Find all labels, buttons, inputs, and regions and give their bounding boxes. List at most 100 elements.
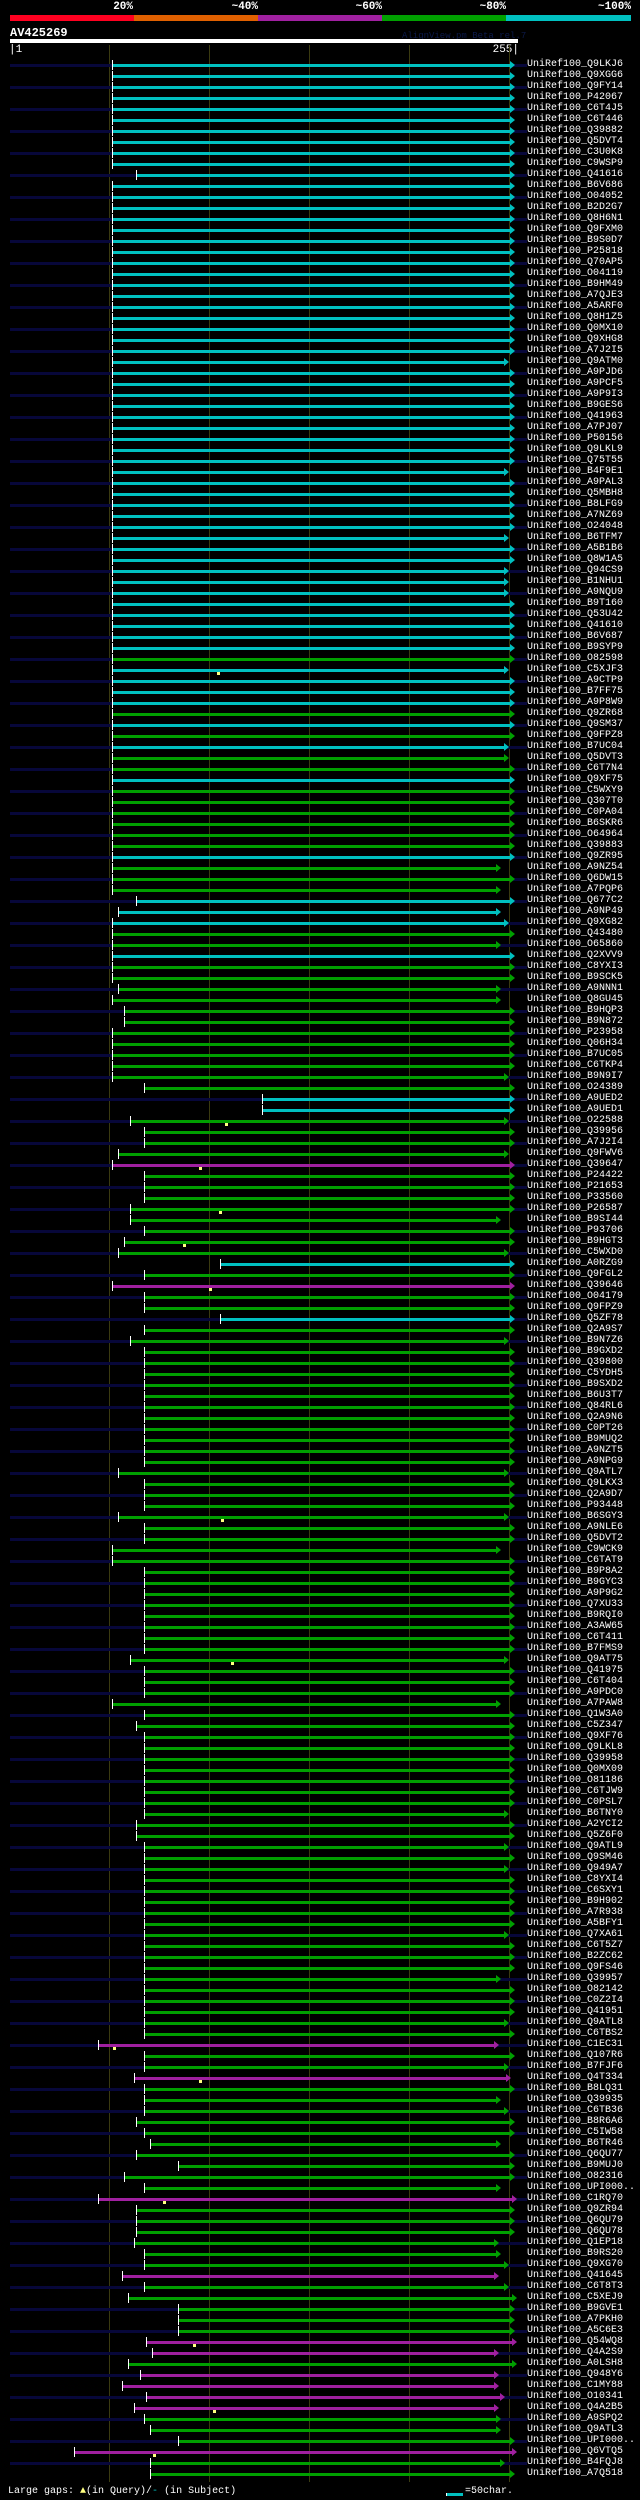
alignment-bar[interactable] bbox=[112, 746, 504, 749]
alignment-bar[interactable] bbox=[124, 1241, 510, 1244]
hit-row[interactable]: UniRef100_Q39883 bbox=[0, 840, 640, 852]
hit-label[interactable]: UniRef100_B9SCK5 bbox=[527, 972, 624, 983]
hit-label[interactable]: UniRef100_Q41610 bbox=[527, 620, 624, 631]
alignment-bar[interactable] bbox=[112, 152, 510, 155]
hit-label[interactable]: UniRef100_A9NPG9 bbox=[527, 1456, 624, 1467]
hit-label[interactable]: UniRef100_P26587 bbox=[527, 1203, 624, 1214]
alignment-bar[interactable] bbox=[112, 262, 510, 265]
hit-row[interactable]: UniRef100_Q9ZR94 bbox=[0, 2204, 640, 2216]
hit-label[interactable]: UniRef100_Q8H1Z5 bbox=[527, 312, 624, 323]
hit-label[interactable]: UniRef100_A9P8W9 bbox=[527, 697, 624, 708]
hit-row[interactable]: UniRef100_C6T411 bbox=[0, 1632, 640, 1644]
hit-row[interactable]: UniRef100_Q41645 bbox=[0, 2270, 640, 2282]
hit-label[interactable]: UniRef100_Q4A2B5 bbox=[527, 2402, 624, 2413]
hit-row[interactable]: UniRef100_A7QJE3 bbox=[0, 290, 640, 302]
hit-row[interactable]: UniRef100_O04052 bbox=[0, 191, 640, 203]
hit-row[interactable]: UniRef100_B9P8A2 bbox=[0, 1566, 640, 1578]
hit-label[interactable]: UniRef100_Q39935 bbox=[527, 2094, 624, 2105]
alignment-bar[interactable] bbox=[112, 944, 496, 947]
hit-label[interactable]: UniRef100_A9NZ54 bbox=[527, 862, 624, 873]
hit-row[interactable]: UniRef100_Q9XGG6 bbox=[0, 70, 640, 82]
alignment-bar[interactable] bbox=[178, 2330, 510, 2333]
hit-label[interactable]: UniRef100_Q9FWV6 bbox=[527, 1148, 624, 1159]
hit-row[interactable]: UniRef100_C5YDH5 bbox=[0, 1368, 640, 1380]
hit-row[interactable]: UniRef100_B9HQP3 bbox=[0, 1005, 640, 1017]
hit-row[interactable]: UniRef100_Q1EP18 bbox=[0, 2237, 640, 2249]
alignment-bar[interactable] bbox=[136, 1725, 510, 1728]
hit-row[interactable]: UniRef100_C6T5Z7 bbox=[0, 1940, 640, 1952]
hit-row[interactable]: UniRef100_Q9ZR68 bbox=[0, 708, 640, 720]
alignment-bar[interactable] bbox=[144, 1087, 510, 1090]
hit-label[interactable]: UniRef100_Q9LKJ6 bbox=[527, 59, 624, 70]
alignment-bar[interactable] bbox=[144, 1615, 510, 1618]
hit-label[interactable]: UniRef100_C3U0K8 bbox=[527, 147, 624, 158]
hit-label[interactable]: UniRef100_P23958 bbox=[527, 1027, 624, 1038]
hit-row[interactable]: UniRef100_Q0MX09 bbox=[0, 1764, 640, 1776]
alignment-bar[interactable] bbox=[122, 2275, 494, 2278]
hit-row[interactable]: UniRef100_P24422 bbox=[0, 1170, 640, 1182]
hit-row[interactable]: UniRef100_B2D2G7 bbox=[0, 202, 640, 214]
hit-row[interactable]: UniRef100_C9WCK9 bbox=[0, 1544, 640, 1556]
hit-label[interactable]: UniRef100_Q9XGG6 bbox=[527, 70, 624, 81]
hit-label[interactable]: UniRef100_Q9LKX3 bbox=[527, 1478, 624, 1489]
alignment-bar[interactable] bbox=[112, 757, 504, 760]
hit-label[interactable]: UniRef100_Q6QU79 bbox=[527, 2215, 624, 2226]
hit-row[interactable]: UniRef100_A5ARF0 bbox=[0, 301, 640, 313]
hit-row[interactable]: UniRef100_C6TB36 bbox=[0, 2105, 640, 2117]
hit-row[interactable]: UniRef100_B9N7Z6 bbox=[0, 1335, 640, 1347]
hit-label[interactable]: UniRef100_UPI000.. bbox=[527, 2435, 636, 2446]
hit-label[interactable]: UniRef100_C1RQ70 bbox=[527, 2193, 624, 2204]
alignment-bar[interactable] bbox=[144, 2011, 510, 2014]
alignment-bar[interactable] bbox=[178, 2308, 510, 2311]
hit-label[interactable]: UniRef100_Q5Z6F0 bbox=[527, 1830, 624, 1841]
hit-label[interactable]: UniRef100_C6T7N4 bbox=[527, 763, 624, 774]
alignment-bar[interactable] bbox=[144, 2099, 496, 2102]
alignment-bar[interactable] bbox=[144, 1890, 510, 1893]
alignment-bar[interactable] bbox=[144, 2033, 510, 2036]
hit-row[interactable]: UniRef100_UPI000.. bbox=[0, 2435, 640, 2447]
alignment-bar[interactable] bbox=[112, 130, 510, 133]
alignment-bar[interactable] bbox=[112, 273, 510, 276]
hit-label[interactable]: UniRef100_B9SXD2 bbox=[527, 1379, 624, 1390]
hit-row[interactable]: UniRef100_Q2A9D7 bbox=[0, 1489, 640, 1501]
hit-label[interactable]: UniRef100_O24048 bbox=[527, 521, 624, 532]
alignment-bar[interactable] bbox=[144, 1978, 496, 1981]
hit-row[interactable]: UniRef100_C6TAT9 bbox=[0, 1555, 640, 1567]
hit-label[interactable]: UniRef100_C6TAT9 bbox=[527, 1555, 624, 1566]
hit-label[interactable]: UniRef100_B9MUJ0 bbox=[527, 2160, 624, 2171]
hit-label[interactable]: UniRef100_Q9FY14 bbox=[527, 81, 624, 92]
alignment-bar[interactable] bbox=[112, 218, 510, 221]
hit-label[interactable]: UniRef100_B6TNY0 bbox=[527, 1808, 624, 1819]
hit-label[interactable]: UniRef100_A0RZG9 bbox=[527, 1258, 624, 1269]
hit-label[interactable]: UniRef100_Q9XF75 bbox=[527, 774, 624, 785]
hit-label[interactable]: UniRef100_Q9SM37 bbox=[527, 719, 624, 730]
hit-row[interactable]: UniRef100_Q9XF76 bbox=[0, 1731, 640, 1743]
alignment-bar[interactable] bbox=[118, 1252, 504, 1255]
hit-label[interactable]: UniRef100_C0Z2I4 bbox=[527, 1995, 624, 2006]
hit-row[interactable]: UniRef100_B9T160 bbox=[0, 598, 640, 610]
hit-label[interactable]: UniRef100_C6T446 bbox=[527, 114, 624, 125]
hit-label[interactable]: UniRef100_A9PJD6 bbox=[527, 367, 624, 378]
hit-row[interactable]: UniRef100_P26587 bbox=[0, 1203, 640, 1215]
hit-row[interactable]: UniRef100_B9RQI0 bbox=[0, 1610, 640, 1622]
hit-row[interactable]: UniRef100_Q2XVV9 bbox=[0, 950, 640, 962]
alignment-bar[interactable] bbox=[144, 2055, 510, 2058]
hit-label[interactable]: UniRef100_B7UC04 bbox=[527, 741, 624, 752]
hit-row[interactable]: UniRef100_Q9ATM0 bbox=[0, 356, 640, 368]
hit-row[interactable]: UniRef100_Q8H1Z5 bbox=[0, 312, 640, 324]
alignment-bar[interactable] bbox=[144, 1395, 510, 1398]
hit-row[interactable]: UniRef100_Q4A2B5 bbox=[0, 2402, 640, 2414]
alignment-bar[interactable] bbox=[112, 548, 510, 551]
alignment-bar[interactable] bbox=[112, 702, 510, 705]
hit-row[interactable]: UniRef100_A9PCF5 bbox=[0, 378, 640, 390]
hit-label[interactable]: UniRef100_Q7XU33 bbox=[527, 1599, 624, 1610]
hit-label[interactable]: UniRef100_Q0MX10 bbox=[527, 323, 624, 334]
hit-row[interactable]: UniRef100_Q6QU78 bbox=[0, 2226, 640, 2238]
hit-label[interactable]: UniRef100_Q6DW15 bbox=[527, 873, 624, 884]
alignment-bar[interactable] bbox=[144, 1230, 510, 1233]
hit-row[interactable]: UniRef100_A9NLE6 bbox=[0, 1522, 640, 1534]
hit-label[interactable]: UniRef100_Q2A9D7 bbox=[527, 1489, 624, 1500]
alignment-bar[interactable] bbox=[144, 1813, 504, 1816]
alignment-bar[interactable] bbox=[112, 1065, 510, 1068]
hit-row[interactable]: UniRef100_B9HM49 bbox=[0, 279, 640, 291]
